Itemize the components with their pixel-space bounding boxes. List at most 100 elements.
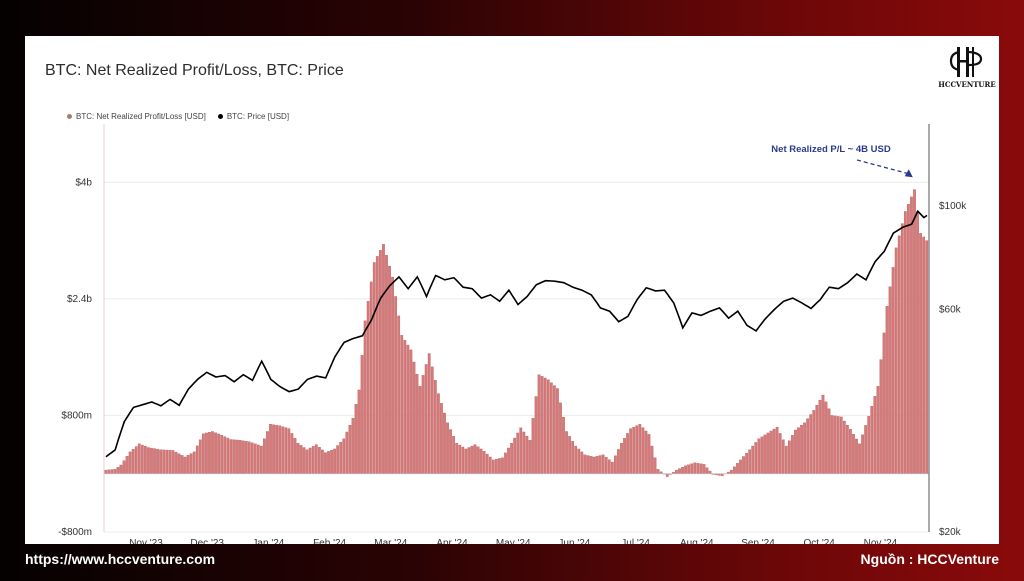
net-realized-pl-bar: [751, 445, 755, 474]
net-realized-pl-bar: [122, 460, 126, 474]
net-realized-pl-bar: [681, 467, 684, 474]
net-realized-pl-bar: [543, 377, 547, 474]
net-realized-pl-bar: [293, 438, 297, 474]
net-realized-pl-bar: [574, 445, 578, 474]
net-realized-pl-bar: [845, 424, 849, 474]
annotation-arrow-line: [856, 159, 911, 175]
net-realized-pl-bar: [589, 456, 593, 474]
net-realized-pl-bar: [504, 452, 507, 474]
net-realized-pl-bar: [598, 455, 602, 474]
net-realized-pl-bar: [675, 469, 678, 474]
net-realized-pl-bar: [748, 449, 752, 474]
net-realized-pl-bar: [363, 320, 367, 474]
net-realized-pl-bar: [391, 276, 394, 474]
net-realized-pl-bar: [626, 433, 629, 474]
net-realized-pl-bar: [201, 433, 205, 474]
net-realized-pl-bar: [485, 453, 489, 474]
net-realized-pl-bar: [192, 451, 196, 474]
net-realized-pl-bar: [433, 380, 437, 474]
net-realized-pl-bar: [162, 449, 166, 474]
net-realized-pl-bar: [891, 267, 895, 474]
net-realized-pl-bar: [925, 240, 929, 474]
net-realized-pl-bar: [528, 440, 532, 474]
net-realized-pl-bar: [198, 439, 202, 474]
net-realized-pl-bar: [702, 464, 706, 474]
x-tick-label: Mar '24: [374, 538, 407, 544]
net-realized-pl-bar: [629, 428, 633, 474]
x-tick-label: Nov '23: [129, 538, 163, 544]
net-realized-pl-bar: [897, 235, 901, 474]
net-realized-pl-bar: [403, 339, 407, 474]
net-realized-pl-bar: [470, 445, 474, 474]
net-realized-pl-bar: [601, 454, 605, 474]
net-realized-pl-bar: [736, 463, 739, 474]
net-realized-pl-bar: [275, 424, 278, 474]
net-realized-pl-bar: [284, 427, 288, 474]
net-realized-pl-bar: [839, 416, 843, 474]
net-realized-pl-bar: [430, 366, 434, 474]
net-realized-pl-bar: [604, 457, 608, 474]
net-realized-pl-bar: [873, 396, 877, 474]
net-realized-pl-bar: [412, 361, 416, 474]
net-realized-pl-bar: [919, 233, 922, 474]
chart-title: BTC: Net Realized Profit/Loss, BTC: Pric…: [45, 62, 344, 79]
net-realized-pl-bar: [134, 446, 138, 474]
net-realized-pl-bar: [418, 386, 422, 474]
net-realized-pl-bar: [729, 469, 733, 474]
net-realized-pl-bar: [421, 375, 425, 474]
net-realized-pl-bar: [595, 456, 599, 474]
net-realized-pl-bar: [443, 412, 446, 474]
net-realized-pl-bar: [833, 415, 837, 474]
net-realized-pl-bar: [144, 446, 147, 474]
net-realized-pl-bar: [830, 415, 834, 474]
net-realized-pl-bar: [763, 434, 767, 474]
net-realized-pl-bar: [128, 451, 132, 474]
net-realized-pl-bar: [375, 256, 379, 474]
net-realized-pl-bar: [147, 447, 150, 474]
y-left-tick-label: -$800m: [58, 527, 92, 538]
net-realized-pl-bar: [342, 438, 346, 474]
net-realized-pl-bar: [745, 452, 748, 474]
net-realized-pl-bar: [464, 448, 468, 474]
net-realized-pl-bar: [305, 449, 309, 474]
net-realized-pl-bar: [742, 456, 745, 474]
legend-item-net-realized-pl[interactable]: BTC: Net Realized Profit/Loss [USD]: [67, 112, 206, 121]
annotation-arrow-head: [904, 169, 913, 178]
net-realized-pl-bar: [159, 449, 163, 474]
net-realized-pl-bar: [903, 211, 907, 474]
net-realized-pl-bar: [479, 448, 483, 474]
net-realized-pl-bar: [870, 406, 874, 474]
net-realized-pl-bar: [406, 344, 410, 474]
net-realized-pl-bar: [537, 374, 541, 474]
net-realized-pl-bar: [699, 463, 703, 474]
net-realized-pl-bar: [855, 438, 858, 474]
net-realized-pl-bar: [153, 448, 156, 474]
net-realized-pl-bar: [494, 458, 498, 474]
net-realized-pl-bar: [586, 455, 590, 474]
net-realized-pl-bar: [778, 433, 782, 474]
y-right-tick-label: $20k: [939, 527, 962, 538]
net-realized-pl-bar: [690, 463, 694, 474]
net-realized-pl-bar: [684, 465, 687, 474]
chart-plot: $4b $2.4b $800m -$800m $100k $60k $20k Nov '23 D…: [58, 124, 967, 544]
net-realized-pl-bar: [592, 456, 596, 474]
net-realized-pl-bar: [140, 444, 144, 474]
legend-item-btc-price[interactable]: BTC: Price [USD]: [217, 112, 290, 121]
legend-label-btc-price: BTC: Price [USD]: [226, 112, 290, 121]
x-tick-label: Oct '24: [804, 538, 836, 544]
net-realized-pl-bar: [195, 445, 199, 474]
net-realized-pl-bar: [357, 389, 361, 474]
net-realized-pl-bar: [885, 305, 889, 474]
net-realized-pl-bar: [824, 401, 828, 474]
net-realized-pl-bar: [525, 435, 529, 474]
net-realized-pl-bar: [150, 447, 153, 474]
net-realized-pl-bar: [369, 281, 373, 474]
net-realized-pl-bar: [507, 447, 510, 474]
net-realized-pl-bar: [476, 446, 480, 474]
y-left-tick-label: $800m: [61, 410, 92, 421]
net-realized-pl-bar: [693, 462, 697, 474]
y-right-tick-label: $60k: [939, 305, 962, 316]
footer-website-link[interactable]: https://www.hccventure.com: [25, 551, 216, 567]
net-realized-pl-bar: [205, 432, 208, 474]
net-realized-pl-bar: [540, 376, 544, 474]
